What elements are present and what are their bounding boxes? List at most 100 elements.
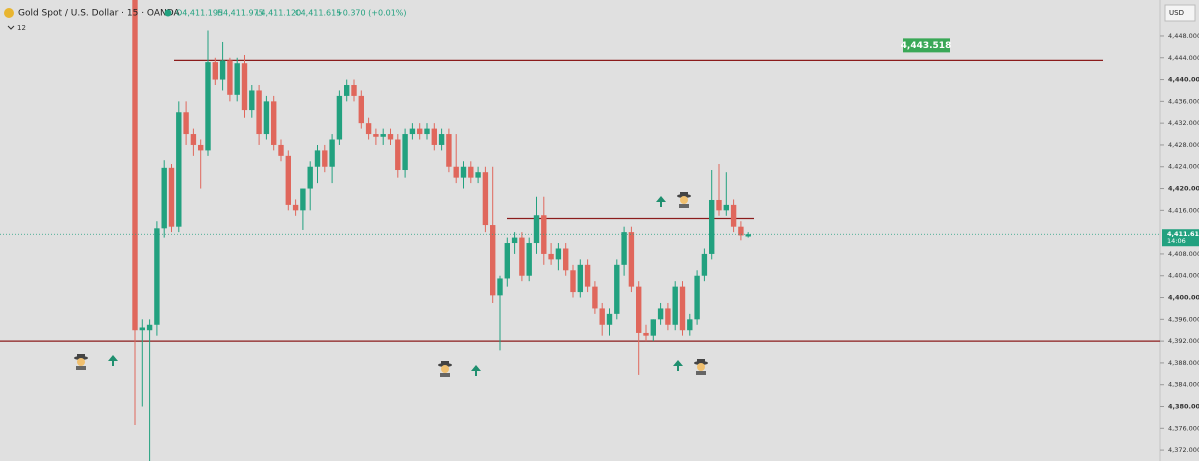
candle-body — [665, 308, 671, 325]
candle-body — [555, 248, 562, 260]
candle-body — [504, 243, 510, 279]
candle-body — [351, 85, 357, 96]
y-tick-label: 4,436.000 — [1168, 97, 1199, 105]
candle-body — [387, 134, 394, 140]
candle-body — [154, 228, 160, 325]
candle-body — [460, 166, 467, 178]
ohlc-low: L4,411.120 — [256, 9, 301, 18]
candle-body — [482, 172, 489, 226]
currency: USD — [1169, 9, 1184, 17]
last-price-label: 4,411.615 — [1167, 230, 1199, 238]
candle-body — [548, 253, 554, 260]
candle-body — [373, 134, 379, 137]
candle-body — [526, 243, 532, 276]
y-tick-label: 4,376.000 — [1168, 424, 1199, 432]
candle-body — [241, 63, 248, 111]
candle-body — [497, 278, 503, 296]
candle-body — [314, 150, 321, 167]
ohlc-open: O4,411.195 — [176, 9, 223, 18]
candle-body — [475, 172, 481, 178]
candle-body — [212, 62, 218, 80]
countdown: 14:06 — [1167, 237, 1186, 245]
candle-body — [621, 232, 627, 265]
candle-body — [438, 134, 445, 145]
collapse-icon[interactable] — [7, 25, 15, 30]
symbol-logo — [4, 8, 14, 18]
candle-body — [402, 134, 408, 171]
candle-body — [723, 204, 729, 211]
candle-body — [672, 286, 678, 325]
candle-body — [628, 232, 635, 287]
y-tick-label: 4,384.000 — [1168, 381, 1199, 389]
candle-body — [730, 204, 737, 227]
spy-icons — [74, 192, 708, 377]
candle-body — [292, 204, 299, 211]
candle-body — [701, 253, 708, 276]
y-tick-label: 4,420.000 — [1168, 185, 1199, 193]
candle-body — [365, 123, 372, 135]
candle-body — [183, 112, 189, 135]
candle-body — [709, 199, 715, 254]
candle-body — [636, 286, 642, 333]
candle-body — [431, 128, 437, 145]
candle-body — [650, 319, 656, 336]
level-label-box — [896, 38, 950, 59]
candle-body — [146, 324, 153, 331]
candle-body — [278, 144, 284, 156]
candle-body — [249, 90, 255, 111]
candle-body — [453, 166, 459, 178]
indicator-count: 12 — [17, 24, 26, 32]
candle-body — [139, 327, 145, 331]
y-tick-label: 4,428.000 — [1168, 141, 1199, 149]
candle-body — [409, 128, 416, 135]
y-tick-label: 4,388.000 — [1168, 359, 1199, 367]
annotations — [108, 196, 683, 376]
y-tick-label: 4,404.000 — [1168, 272, 1199, 280]
candle-body — [738, 226, 744, 236]
candle-body — [599, 308, 605, 325]
candle-body — [657, 308, 664, 320]
y-tick-label: 4,432.000 — [1168, 119, 1199, 127]
candle-body — [563, 248, 569, 271]
candle-body — [679, 286, 686, 331]
candle-body — [577, 264, 583, 293]
level-label: 4,443.518 — [901, 41, 952, 51]
ohlc-high: H4,411.975 — [217, 9, 264, 18]
candle-body — [716, 199, 722, 211]
candle-body — [344, 85, 350, 96]
candle-body — [219, 60, 226, 80]
arrow-icon — [471, 365, 481, 376]
y-tick-label: 4,380.000 — [1168, 403, 1199, 411]
arrow-icon — [108, 355, 118, 366]
candle-body — [687, 319, 693, 331]
candle-body — [380, 134, 386, 137]
candle-body — [161, 167, 167, 229]
candle-body — [271, 101, 277, 145]
candle-body — [584, 264, 591, 287]
y-tick-label: 4,400.000 — [1168, 294, 1199, 302]
arrow-icon — [673, 360, 683, 371]
candle-body — [606, 313, 613, 325]
spy-icon — [438, 361, 452, 377]
candle-body — [336, 95, 343, 140]
y-tick-label: 4,396.000 — [1168, 315, 1199, 323]
candle-body — [395, 139, 401, 171]
y-tick-label: 4,440.000 — [1168, 76, 1199, 84]
candle-body — [234, 63, 240, 95]
candle-body — [519, 237, 525, 276]
candle-body — [358, 95, 364, 124]
y-tick-label: 4,392.000 — [1168, 337, 1199, 345]
candle-body — [329, 139, 335, 167]
candle-body — [417, 128, 423, 135]
candle-body — [300, 188, 306, 211]
arrow-icon — [656, 196, 666, 207]
currency-box[interactable] — [1164, 4, 1196, 22]
spy-icon — [677, 192, 691, 208]
candle-body — [468, 166, 474, 178]
spy-icon — [74, 354, 88, 370]
candle-body — [511, 237, 518, 244]
candle-body — [227, 60, 233, 95]
candle-body — [198, 144, 204, 151]
y-tick-label: 4,372.000 — [1168, 446, 1199, 454]
